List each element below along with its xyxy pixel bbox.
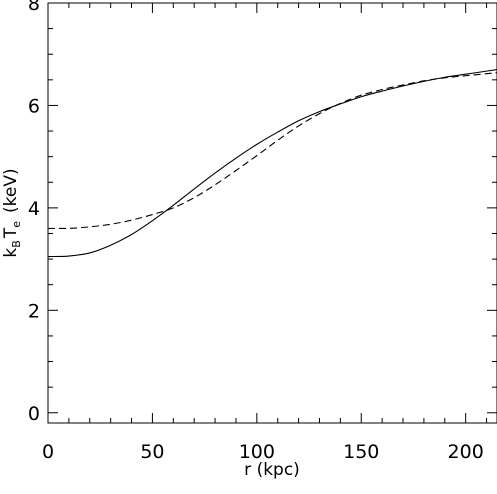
x-tick-label: 150 bbox=[343, 441, 379, 463]
y-axis-title-sub-b: B bbox=[10, 240, 23, 248]
y-tick-label: 8 bbox=[28, 0, 40, 15]
y-tick-label: 4 bbox=[28, 198, 40, 220]
axis-tick-labels: 0 50 100 150 200 0 2 4 6 8 bbox=[28, 0, 484, 463]
series-line-dashed bbox=[47, 72, 497, 230]
x-tick-label: 200 bbox=[448, 441, 484, 463]
x-axis-title: r (kpc) bbox=[244, 460, 300, 480]
y-axis-title-unit: (keV) bbox=[1, 168, 21, 213]
y-tick-label: 2 bbox=[28, 300, 40, 322]
y-tick-label: 0 bbox=[28, 403, 40, 425]
y-tick-label: 6 bbox=[28, 95, 40, 117]
y-axis-title-k: k bbox=[1, 248, 21, 258]
y-axis-title-sub-e: e bbox=[10, 221, 23, 228]
series-layer bbox=[47, 69, 497, 258]
series-line-solid bbox=[47, 69, 497, 258]
y-axis-title: kBTe (keV) bbox=[1, 168, 23, 257]
x-tick-label: 0 bbox=[42, 441, 54, 463]
plot-frame bbox=[47, 2, 497, 424]
axis-ticks bbox=[47, 2, 497, 423]
y-axis-title-t: T bbox=[1, 227, 21, 239]
x-tick-label: 50 bbox=[140, 441, 164, 463]
x-tick-label: 100 bbox=[239, 441, 275, 463]
